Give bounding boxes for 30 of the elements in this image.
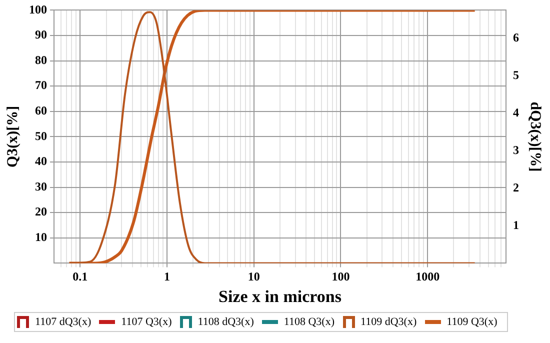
- y-tick-label: 70: [35, 78, 47, 92]
- x-tick-label: 1: [164, 269, 170, 284]
- y2-axis-title: dQ3(x)[%]: [527, 102, 544, 172]
- y2-tick-label: 3: [513, 142, 519, 157]
- legend-label: 1107 Q3(x): [121, 316, 172, 328]
- y-tick-label: 90: [35, 28, 47, 42]
- x-tick-label: 100: [332, 269, 350, 284]
- y2-tick-label: 1: [513, 218, 519, 232]
- x-tick-label: 10: [248, 269, 260, 284]
- y-axis-title: Q3(x)[%]: [4, 106, 21, 168]
- legend-label: 1108 Q3(x): [284, 316, 334, 328]
- legend-label: 1107 dQ3(x): [35, 316, 92, 328]
- x-axis-title: Size x in microns: [218, 287, 342, 306]
- legend-label: 1109 Q3(x): [446, 316, 498, 328]
- y-tick-label: 40: [35, 154, 47, 168]
- y-tick-label: 60: [35, 103, 47, 118]
- y-tick-label: 20: [35, 204, 47, 219]
- y2-tick-label: 4: [513, 105, 519, 120]
- y-tick-label: 80: [35, 52, 47, 67]
- y-tick-label: 50: [35, 128, 47, 143]
- y2-tick-label: 2: [513, 180, 519, 194]
- y-tick-label: 10: [35, 230, 47, 244]
- y-tick-label: 30: [35, 179, 47, 194]
- legend-label: 1109 dQ3(x): [360, 316, 417, 328]
- legend-label: 1108 dQ3(x): [198, 316, 254, 328]
- y2-tick-label: 5: [513, 68, 519, 82]
- y2-tick-label: 6: [513, 30, 519, 44]
- x-tick-label: 1000: [416, 269, 440, 284]
- y-tick-label: 100: [29, 2, 47, 16]
- x-tick-label: 0.1: [72, 269, 88, 284]
